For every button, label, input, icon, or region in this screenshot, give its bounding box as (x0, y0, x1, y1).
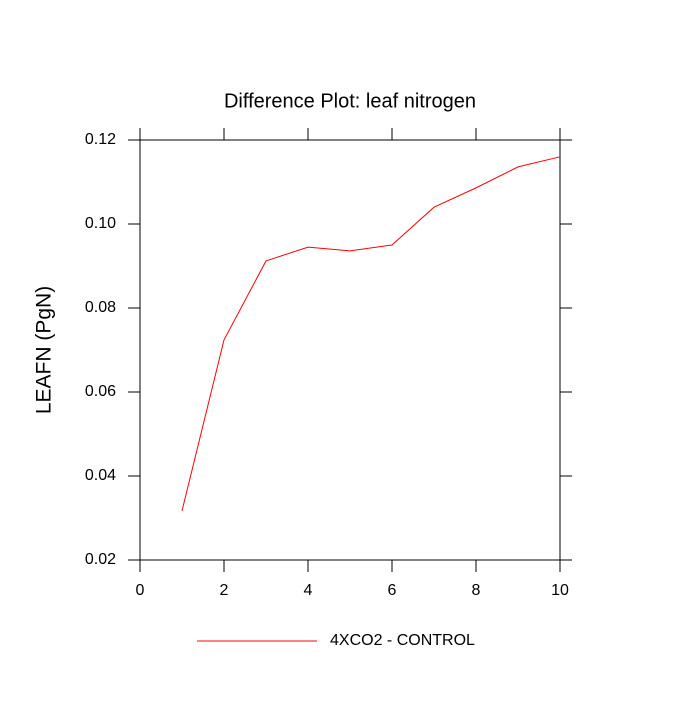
y-tick-label: 0.10 (85, 215, 116, 232)
x-tick-label: 10 (551, 582, 569, 599)
x-tick-label: 2 (220, 582, 229, 599)
y-tick-label: 0.12 (85, 131, 116, 148)
x-tick-label: 8 (472, 582, 481, 599)
plot-frame (139, 139, 561, 561)
x-tick-label: 4 (304, 582, 313, 599)
chart-title: Difference Plot: leaf nitrogen (224, 90, 476, 112)
y-tick-label: 0.08 (85, 299, 116, 316)
y-tick-label: 0.06 (85, 383, 116, 400)
y-axis-label: LEAFN (PgN) (33, 286, 56, 414)
data-line (181, 156, 561, 511)
y-tick-label: 0.04 (85, 467, 116, 484)
legend-label: 4XCO2 - CONTROL (330, 632, 475, 649)
x-tick-label: 6 (388, 582, 397, 599)
y-tick-label: 0.02 (85, 551, 116, 568)
x-tick-label: 0 (136, 582, 145, 599)
